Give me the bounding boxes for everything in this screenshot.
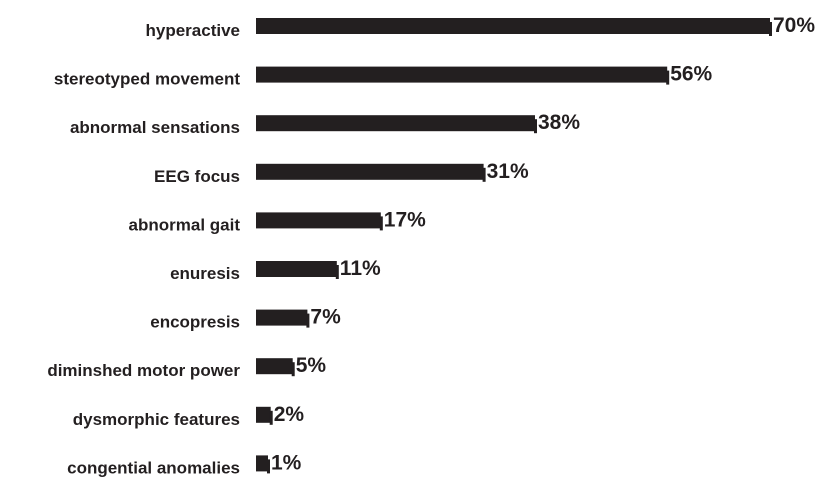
bar [256,115,535,132]
bar [256,358,293,375]
category-label: abnormal gait [129,215,241,234]
category-label: hyperactive [146,21,241,40]
bar-end-tick [267,459,270,474]
value-label: 5% [296,354,327,377]
bar [256,66,668,83]
value-label: 56% [670,63,712,86]
bar-end-tick [269,410,273,425]
category-label: EEG focus [154,167,240,186]
category-label: congential anomalies [67,458,240,477]
value-label: 7% [310,306,341,329]
value-label: 31% [487,160,529,183]
bar [256,212,381,229]
bar-end-tick [335,265,339,279]
bar-end-tick [482,167,486,182]
bar-end-tick [379,216,383,231]
bar-end-tick [306,313,310,328]
bar-end-tick [534,119,537,134]
bar [256,261,337,277]
value-label: 17% [384,208,426,231]
bar [256,455,268,472]
value-labels-group: 70% 56% 38% 31% 17% 11% 7% 5% 2% 1% [271,14,815,474]
value-label: 70% [773,14,815,37]
category-label: abnormal sensations [70,118,240,137]
bar-end-tick [291,362,295,377]
category-label: encopresis [150,313,240,332]
bar [256,163,484,180]
value-label: 2% [274,403,305,426]
value-label: 1% [271,451,302,474]
category-label: enuresis [170,264,240,283]
bar [256,406,271,423]
value-label: 38% [538,111,580,134]
category-label: stereotyped movement [54,70,240,89]
bar [256,18,770,34]
bars-group [256,18,772,474]
category-labels-group: hyperactive stereotyped movement abnormal … [47,21,240,477]
category-label: dysmorphic features [73,410,240,429]
bar-end-tick [769,22,772,36]
value-label: 11% [340,257,381,280]
bar-end-tick [666,70,670,85]
category-label: diminshed motor power [47,361,240,380]
bar [256,309,308,326]
